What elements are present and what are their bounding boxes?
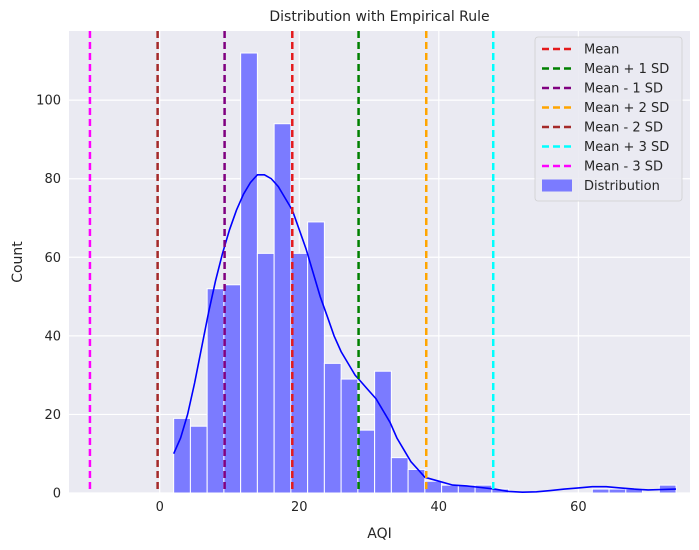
kde-curve (172, 174, 677, 494)
legend: Mean Mean + 1 SD Mean - 1 SD Mean + 2 SD Mea… (534, 36, 683, 202)
legend-label-1: Mean + 1 SD (584, 62, 669, 77)
y-axis-ticks: 0 20 40 60 80 100 (36, 94, 61, 502)
y-tick-label-4: 80 (44, 172, 61, 187)
histogram-bar-9 (323, 362, 342, 494)
histogram-bar-2 (206, 288, 225, 494)
legend-box (534, 36, 683, 202)
reference-lines (88, 31, 495, 493)
histogram-bar-13 (390, 457, 409, 494)
legend-swatch-distribution (542, 179, 572, 192)
x-tick-label-1: 20 (291, 500, 308, 515)
histogram-bar-26 (608, 488, 627, 494)
y-axis-title: Count (10, 241, 26, 283)
legend-label-3: Mean + 2 SD (584, 101, 669, 116)
histogram-bar-10 (340, 378, 359, 494)
histogram-bar-8 (307, 221, 325, 494)
legend-label-0: Mean (584, 43, 619, 58)
histogram-bar-14 (407, 468, 426, 494)
histogram-bar-6 (273, 123, 292, 494)
x-tick-label-3: 60 (570, 500, 587, 515)
x-tick-label-0: 0 (156, 500, 164, 515)
x-axis-title: AQI (367, 526, 391, 542)
legend-label-6: Mean - 3 SD (584, 160, 663, 175)
histogram-bar-12 (374, 370, 392, 494)
chart-title: Distribution with Empirical Rule (269, 9, 489, 25)
y-tick-label-0: 0 (53, 487, 61, 502)
histogram-bar-3 (223, 284, 242, 494)
x-axis-ticks: 0 20 40 60 (156, 500, 587, 515)
y-tick-label-1: 20 (44, 408, 61, 423)
legend-label-2: Mean - 1 SD (584, 82, 663, 97)
kde-line (172, 174, 677, 494)
legend-label-4: Mean - 2 SD (584, 121, 663, 136)
histogram-bars (173, 52, 677, 494)
y-tick-label-5: 100 (36, 94, 61, 109)
histogram-bar-25 (591, 488, 610, 494)
legend-label-distribution: Distribution (584, 179, 660, 194)
histogram-bar-0 (173, 417, 191, 494)
x-tick-label-2: 40 (431, 500, 448, 515)
histogram-bar-5 (256, 252, 275, 494)
histogram-bar-1 (189, 425, 208, 494)
histogram-bar-16 (441, 484, 459, 494)
y-tick-label-3: 60 (44, 251, 61, 266)
histogram-bar-11 (357, 429, 376, 494)
legend-label-5: Mean + 3 SD (584, 140, 669, 155)
y-tick-label-2: 40 (44, 329, 61, 344)
histogram-bar-4 (240, 52, 258, 494)
